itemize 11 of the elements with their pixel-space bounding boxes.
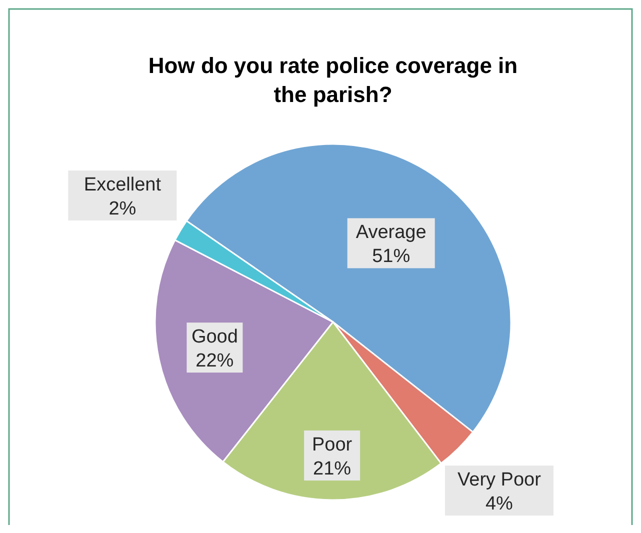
data-label: 2% — [108, 198, 136, 220]
data-label: 21% — [313, 458, 352, 480]
slice-label: Good — [191, 326, 238, 348]
data-label: 22% — [196, 350, 234, 372]
slice-label: Poor — [312, 434, 353, 456]
slice-label: Very Poor — [458, 470, 542, 491]
chart-title: How do you rate police coverage in the parish? — [148, 53, 518, 107]
slice-label: Average — [356, 222, 426, 244]
slice-label: Excellent — [84, 174, 162, 196]
data-label: 4% — [485, 494, 514, 515]
data-label: 51% — [372, 246, 410, 268]
